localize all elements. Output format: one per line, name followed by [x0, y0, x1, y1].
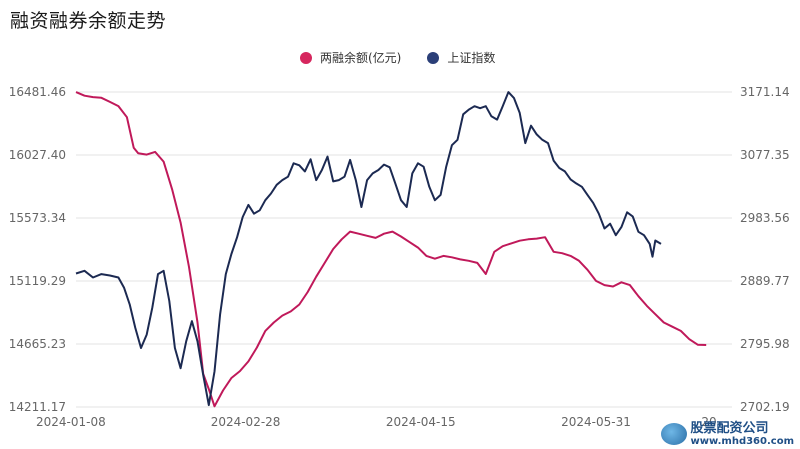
y-left-tick-label: 15573.34	[9, 211, 66, 225]
y-right-tick-label: 2889.77	[740, 274, 790, 288]
legend-label-margin: 两融余额(亿元)	[320, 51, 402, 65]
series-line-margin-balance	[75, 91, 707, 408]
y-right-tick-label: 3077.35	[740, 148, 790, 162]
watermark-url: www.mhd360.com	[690, 436, 794, 447]
x-tick-label: 2024-02-28	[211, 415, 281, 429]
legend-marker-margin	[300, 51, 312, 64]
x-tick-label: 20	[701, 415, 716, 429]
watermark-brand: 股票配资公司	[690, 420, 769, 436]
x-tick-label: 2024-01-08	[36, 415, 106, 429]
brand-logo-icon	[660, 423, 687, 446]
x-tick-label: 2024-04-15	[386, 415, 456, 429]
y-left-tick-label: 16481.46	[9, 85, 66, 99]
legend-marker-sse	[427, 51, 440, 64]
y-right-tick-label: 2702.19	[740, 400, 790, 414]
y-left-tick-label: 14211.17	[9, 400, 66, 414]
y-left-tick-label: 15119.29	[9, 274, 66, 288]
y-left-tick-label: 14665.23	[9, 337, 66, 351]
y-right-tick-label: 2795.98	[740, 337, 790, 351]
legend-item-sse[interactable]: 上证指数	[427, 49, 495, 66]
x-tick-label: 2024-05-31	[561, 415, 631, 429]
watermark: 股票配资公司 www.mhd360.com	[660, 420, 794, 447]
chart-title: 融资融券余额走势	[10, 10, 167, 32]
y-right-tick-label: 3171.14	[740, 85, 790, 99]
legend-item-margin[interactable]: 两融余额(亿元)	[300, 49, 401, 66]
legend: 两融余额(亿元) 上证指数	[300, 49, 495, 66]
legend-label-sse: 上证指数	[447, 51, 496, 65]
y-left-tick-label: 16027.40	[9, 148, 66, 162]
series-line-sse-index	[75, 91, 662, 407]
y-right-tick-label: 2983.56	[740, 211, 790, 225]
